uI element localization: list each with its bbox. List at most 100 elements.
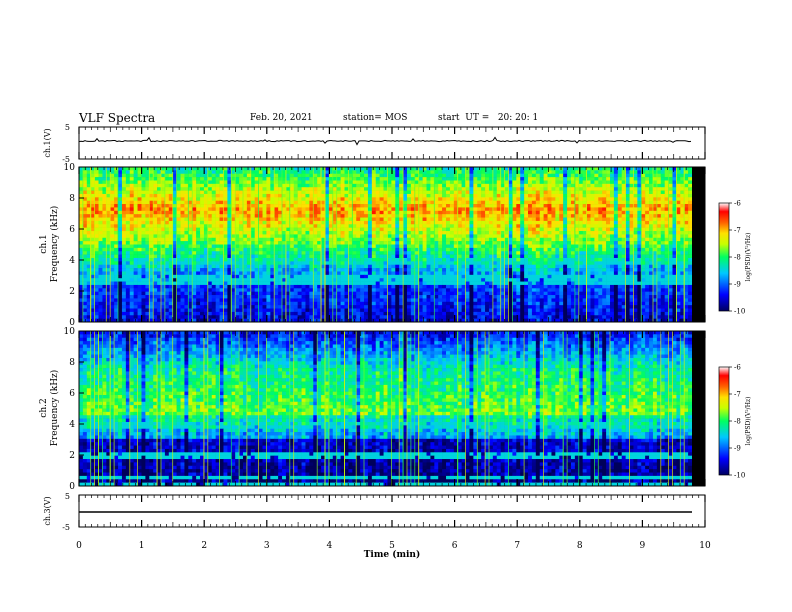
spectrogram-cell: [129, 187, 134, 191]
spectrogram-cell: [172, 183, 177, 188]
spectrogram-cell: [582, 237, 587, 242]
spectrogram-cell: [360, 170, 365, 175]
spectrogram-cell: [453, 210, 459, 215]
spectrogram-cell: [606, 170, 611, 175]
spectrogram-cell: [200, 210, 205, 215]
spectrogram-cell: [176, 271, 181, 276]
spectrogram-cell: [321, 244, 326, 249]
spectrogram-cell: [332, 173, 337, 178]
spectrogram-cell: [297, 170, 302, 175]
spectrogram-cell: [215, 231, 220, 235]
spectrogram-cell: [328, 200, 334, 205]
spectrogram-cell: [621, 220, 626, 225]
spectrogram-cell: [250, 190, 255, 195]
spectrogram-cell: [516, 193, 521, 198]
spectrogram-cell: [356, 170, 361, 175]
spectrogram-cell: [379, 251, 384, 255]
spectrogram-cell: [106, 237, 111, 242]
spectrogram-cell: [121, 251, 127, 255]
spectrogram-cell: [184, 244, 189, 249]
spectrogram-cell: [102, 261, 107, 266]
spectrogram-cell: [633, 268, 638, 272]
spectrogram-cell: [414, 251, 419, 255]
spectrogram-cell: [192, 197, 197, 201]
spectrogram-cell: [559, 207, 564, 212]
spectrogram-cell: [321, 251, 326, 255]
spectrogram-cell: [418, 220, 423, 225]
spectrogram-cell: [371, 220, 377, 225]
spectrogram-cell: [176, 261, 181, 266]
spectrogram-cell: [324, 237, 330, 242]
spectrogram-cell: [367, 214, 373, 218]
spectrogram-cell: [98, 204, 103, 208]
spectrogram-cell: [574, 207, 580, 212]
spectrogram-cell: [672, 197, 677, 201]
spectrogram-cell: [356, 227, 361, 232]
spectrogram-cell: [125, 237, 131, 242]
spectrogram-cell: [524, 231, 529, 235]
spectrogram-cell: [336, 180, 341, 185]
spectrogram-cell: [399, 207, 404, 212]
spectrogram-cell: [395, 173, 400, 178]
spectrogram-cell: [184, 237, 189, 242]
spectrogram-cell: [645, 241, 650, 245]
spectrogram-cell: [410, 231, 416, 235]
spectrogram-cell: [461, 271, 466, 276]
spectrogram-cell: [610, 264, 615, 269]
spectrogram-cell: [559, 261, 564, 266]
spectrogram-cell: [235, 271, 240, 276]
spectrogram-cell: [301, 187, 306, 191]
spectrogram-cell: [481, 264, 486, 269]
spectrogram-cell: [262, 247, 267, 252]
spectrogram-cell: [317, 251, 322, 255]
spectrogram-cell: [485, 173, 490, 178]
spectrogram-cell: [274, 177, 279, 181]
spectrogram-cell: [649, 220, 654, 225]
spectrogram-cell: [278, 187, 283, 191]
spectrogram-cell: [211, 237, 216, 242]
spectrogram-cell: [449, 200, 455, 205]
spectrogram-cell: [621, 214, 626, 218]
spectrogram-cell: [688, 173, 693, 178]
spectrogram-cell: [516, 200, 521, 205]
spectrogram-cell: [110, 173, 115, 178]
spectrogram-cell: [410, 257, 416, 262]
spectrogram-cell: [438, 180, 443, 185]
spectrogram-cell: [317, 200, 322, 205]
spectrogram-cell: [442, 197, 447, 201]
spectrogram-cell: [438, 251, 443, 255]
spectrogram-cell: [637, 207, 642, 212]
spectrogram-cell: [125, 210, 131, 215]
spectrogram-cell: [324, 180, 330, 185]
spectrogram-cell: [543, 247, 548, 252]
spectrogram-cell: [399, 217, 404, 222]
spectrogram-cell: [367, 180, 373, 185]
spectrogram-cell: [164, 224, 170, 228]
spectrogram-cell: [153, 167, 158, 171]
spectrogram-cell: [168, 210, 173, 215]
spectrogram-cell: [168, 177, 173, 181]
spectrogram-cell: [274, 220, 279, 225]
spectrogram-cell: [270, 210, 275, 215]
spectrogram-cell: [625, 241, 630, 245]
spectrogram-cell: [242, 207, 248, 212]
spectrogram-cell: [102, 247, 107, 252]
spectrogram-cell: [231, 214, 236, 218]
spectrogram-cell: [82, 190, 88, 195]
spectrogram-cell: [176, 170, 181, 175]
spectrogram-cell: [524, 193, 529, 198]
spectrogram-cell: [332, 220, 337, 225]
spectrogram-cell: [676, 207, 681, 212]
spectrogram-cell: [543, 261, 548, 266]
spectrogram-cell: [621, 231, 626, 235]
spectrogram-cell: [235, 261, 240, 266]
spectrogram-cell: [145, 217, 150, 222]
spectrogram-cell: [231, 177, 236, 181]
spectrogram-cell: [461, 234, 466, 239]
spectrogram-cell: [94, 204, 99, 208]
spectrogram-cell: [278, 247, 283, 252]
spectrogram-cell: [266, 204, 271, 208]
spectrogram-cell: [235, 244, 240, 249]
spectrogram-cell: [668, 204, 673, 208]
spectrogram-cell: [367, 234, 373, 239]
